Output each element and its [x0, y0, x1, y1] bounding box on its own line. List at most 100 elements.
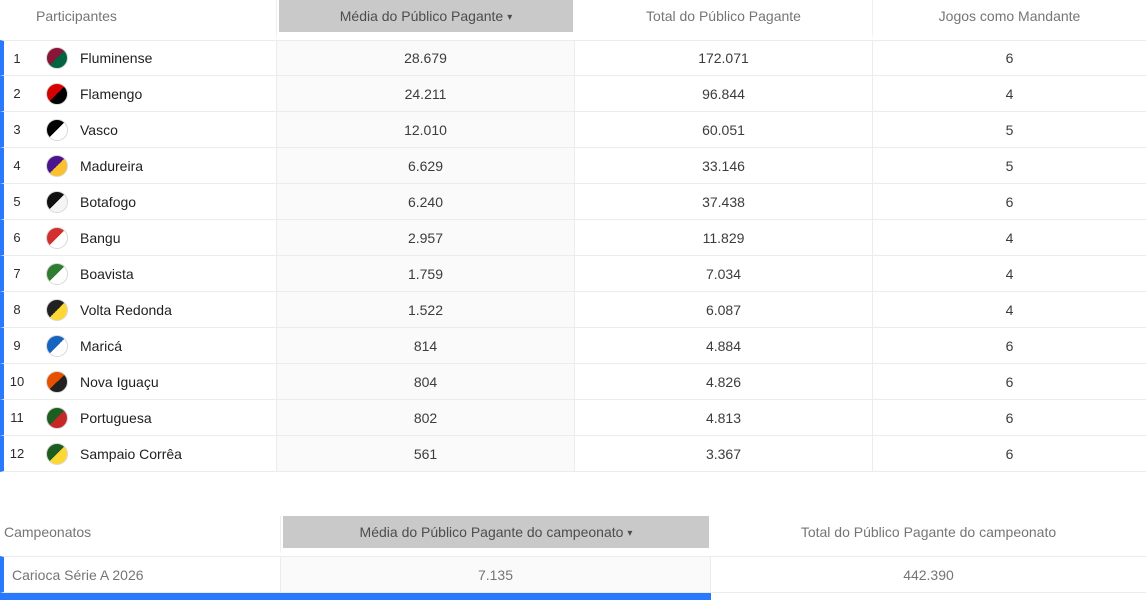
avg-cell: 6.629 — [277, 148, 575, 184]
club-crest-icon — [46, 154, 68, 177]
total-cell: 6.087 — [575, 292, 873, 328]
total-cell: 37.438 — [575, 184, 873, 220]
table-row: 3 Vasco 12.010 60.051 5 — [0, 112, 1146, 148]
sort-desc-icon: ▾ — [627, 528, 633, 539]
club-crest-icon — [46, 406, 68, 429]
club-crest-icon — [46, 226, 68, 249]
club-crest-icon — [46, 262, 68, 285]
club-name[interactable]: Boavista — [80, 265, 134, 282]
club-crest-icon — [46, 298, 68, 321]
header-avg-paying-attendance[interactable]: Média do Público Pagante ▾ — [277, 0, 575, 40]
avg-cell: 561 — [277, 436, 575, 472]
rank-cell: 10 — [0, 364, 30, 400]
club-name[interactable]: Vasco — [80, 121, 118, 138]
table-row: Carioca Série A 2026 7.135 442.390 — [0, 556, 1146, 593]
club-cell: Fluminense — [30, 40, 277, 76]
club-name[interactable]: Sampaio Corrêa — [80, 445, 182, 462]
games-cell: 6 — [873, 328, 1146, 364]
games-cell: 6 — [873, 364, 1146, 400]
header-championship-avg[interactable]: Média do Público Pagante do campeonato ▾ — [281, 516, 711, 556]
club-crest-icon — [46, 82, 68, 105]
avg-cell: 1.759 — [277, 256, 575, 292]
club-name[interactable]: Madureira — [80, 157, 144, 174]
table-row: 11 Portuguesa 802 4.813 6 — [0, 400, 1146, 436]
header-participants[interactable]: Participantes — [0, 0, 277, 40]
total-cell: 4.813 — [575, 400, 873, 436]
club-cell: Sampaio Corrêa — [30, 436, 277, 472]
total-cell: 11.829 — [575, 220, 873, 256]
games-cell: 4 — [873, 292, 1146, 328]
club-name[interactable]: Bangu — [80, 229, 121, 246]
club-cell: Bangu — [30, 220, 277, 256]
championship-avg-cell: 7.135 — [281, 556, 711, 593]
championships-table: Campeonatos Média do Público Pagante do … — [0, 516, 1146, 593]
club-cell: Portuguesa — [30, 400, 277, 436]
participants-table: Participantes Média do Público Pagante ▾ … — [0, 0, 1146, 472]
total-cell: 3.367 — [575, 436, 873, 472]
games-cell: 6 — [873, 400, 1146, 436]
rank-cell: 9 — [0, 328, 30, 364]
avg-cell: 1.522 — [277, 292, 575, 328]
table-row: 10 Nova Iguaçu 804 4.826 6 — [0, 364, 1146, 400]
rank-cell: 1 — [0, 40, 30, 76]
club-cell: Boavista — [30, 256, 277, 292]
club-name[interactable]: Volta Redonda — [80, 301, 172, 318]
club-crest-icon — [46, 118, 68, 141]
rank-cell: 12 — [0, 436, 30, 472]
total-cell: 60.051 — [575, 112, 873, 148]
header-championship-total[interactable]: Total do Público Pagante do campeonato — [711, 516, 1146, 556]
total-cell: 172.071 — [575, 40, 873, 76]
games-cell: 6 — [873, 436, 1146, 472]
total-cell: 96.844 — [575, 76, 873, 112]
header-championship-avg-label: Média do Público Pagante do campeonato — [359, 524, 624, 540]
bottom-accent-bar — [0, 593, 711, 600]
avg-cell: 6.240 — [277, 184, 575, 220]
avg-cell: 12.010 — [277, 112, 575, 148]
avg-cell: 802 — [277, 400, 575, 436]
club-cell: Nova Iguaçu — [30, 364, 277, 400]
avg-cell: 28.679 — [277, 40, 575, 76]
games-cell: 5 — [873, 148, 1146, 184]
club-name[interactable]: Maricá — [80, 337, 123, 354]
header-championships[interactable]: Campeonatos — [0, 516, 281, 556]
club-crest-icon — [46, 190, 68, 213]
club-cell: Volta Redonda — [30, 292, 277, 328]
total-cell: 7.034 — [575, 256, 873, 292]
table-row: 8 Volta Redonda 1.522 6.087 4 — [0, 292, 1146, 328]
table-row: 9 Maricá 814 4.884 6 — [0, 328, 1146, 364]
club-cell: Maricá — [30, 328, 277, 364]
club-name[interactable]: Portuguesa — [80, 409, 152, 426]
club-name[interactable]: Fluminense — [80, 50, 153, 66]
rank-cell: 6 — [0, 220, 30, 256]
header-total-paying-attendance[interactable]: Total do Público Pagante — [575, 0, 873, 40]
table-row: 12 Sampaio Corrêa 561 3.367 6 — [0, 436, 1146, 472]
table-row: 1 Fluminense 28.679 172.071 6 — [0, 40, 1146, 76]
championships-header-row: Campeonatos Média do Público Pagante do … — [0, 516, 1146, 556]
total-cell: 4.826 — [575, 364, 873, 400]
table-row: 5 Botafogo 6.240 37.438 6 — [0, 184, 1146, 220]
rank-cell: 2 — [0, 76, 30, 112]
participants-header-row: Participantes Média do Público Pagante ▾ … — [0, 0, 1146, 40]
header-home-games[interactable]: Jogos como Mandante — [873, 0, 1146, 40]
games-cell: 6 — [873, 184, 1146, 220]
rank-cell: 8 — [0, 292, 30, 328]
rank-cell: 4 — [0, 148, 30, 184]
games-cell: 5 — [873, 112, 1146, 148]
avg-cell: 2.957 — [277, 220, 575, 256]
club-cell: Botafogo — [30, 184, 277, 220]
games-cell: 4 — [873, 76, 1146, 112]
club-name[interactable]: Botafogo — [80, 193, 137, 210]
championship-name[interactable]: Carioca Série A 2026 — [0, 556, 281, 593]
club-cell: Flamengo — [30, 76, 277, 112]
club-cell: Madureira — [30, 148, 277, 184]
avg-cell: 814 — [277, 328, 575, 364]
rank-cell: 5 — [0, 184, 30, 220]
club-name[interactable]: Nova Iguaçu — [80, 373, 159, 390]
club-crest-icon — [46, 370, 68, 393]
club-name[interactable]: Flamengo — [80, 85, 143, 102]
championship-total-cell: 442.390 — [711, 556, 1146, 593]
club-crest-icon — [46, 334, 68, 357]
club-cell: Vasco — [30, 112, 277, 148]
club-crest-icon — [46, 442, 68, 465]
